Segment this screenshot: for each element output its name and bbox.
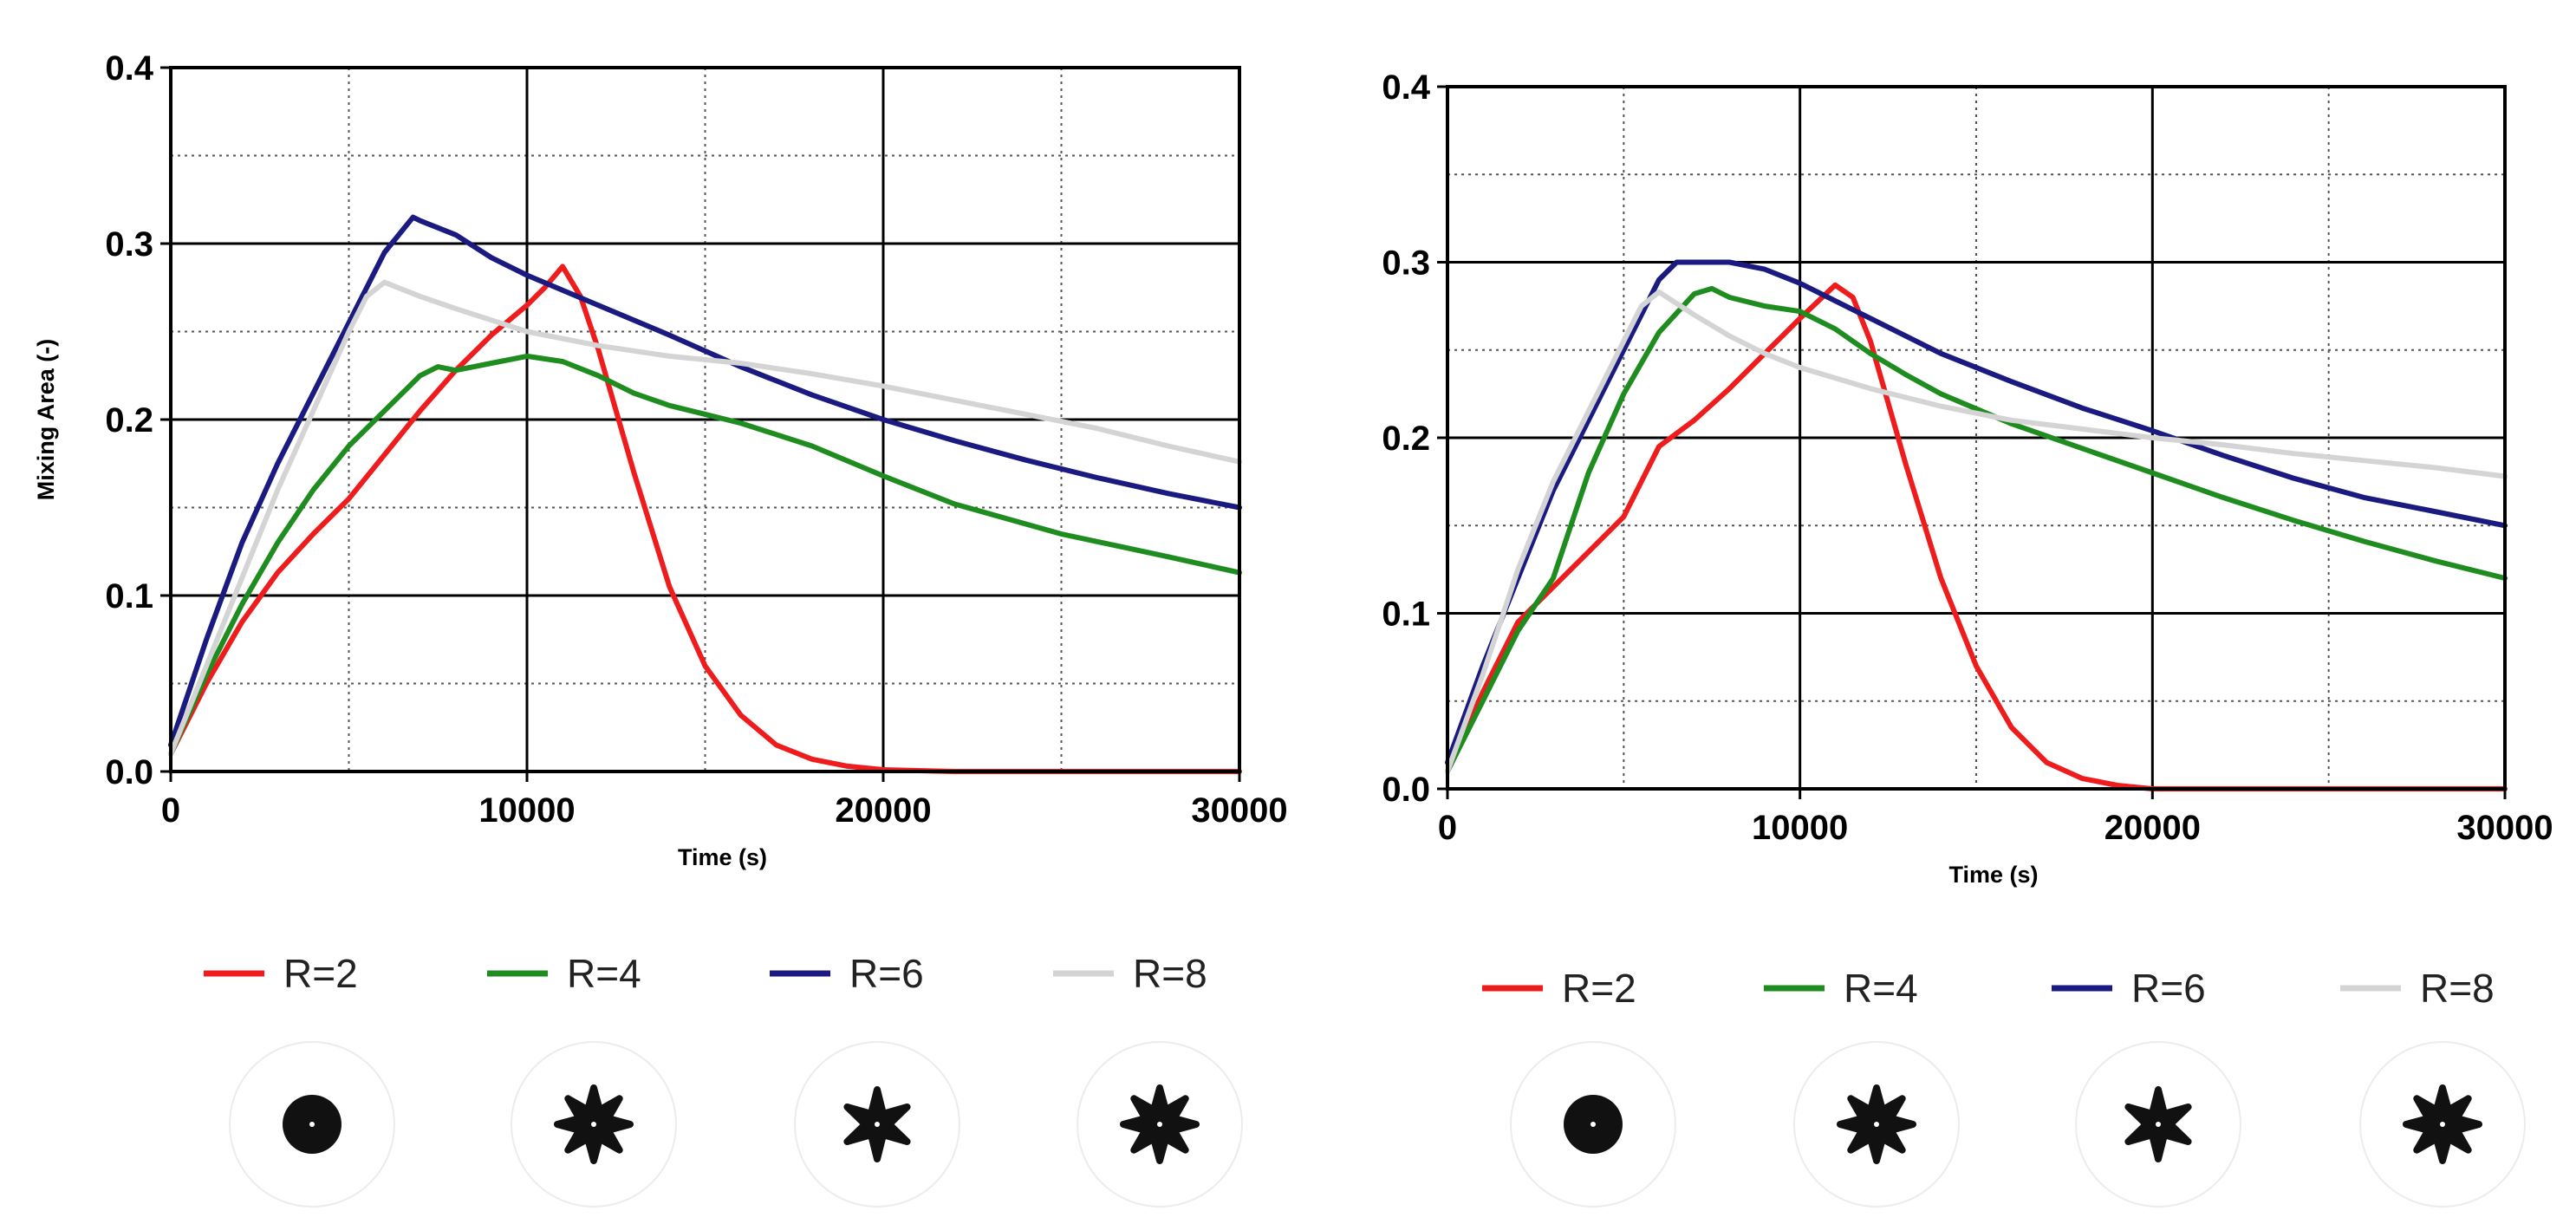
y-tick-label: 0.3: [105, 225, 153, 264]
y-tick-label: 0.3: [1382, 244, 1430, 283]
y-tick-label: 0.4: [105, 49, 153, 88]
series-line-R=6: [168, 214, 1242, 748]
series-line-R=6: [1445, 259, 2508, 765]
x-tick-label: 10000: [1752, 809, 1848, 847]
y-tick-label: 0.4: [1382, 68, 1430, 107]
x-tick-label: 30000: [2456, 809, 2553, 847]
shape-center-dot: [2440, 1122, 2445, 1127]
series-line-R=8: [1445, 289, 2508, 774]
y-tick-label: 0.0: [105, 753, 153, 791]
shape-center-dot: [875, 1122, 880, 1127]
shape-center-dot: [1874, 1122, 1879, 1127]
series-line-R=4: [168, 353, 1242, 757]
shape-icons-left: [229, 1041, 1243, 1208]
y-tick-label: 0.0: [1382, 771, 1430, 809]
x-tick-label: 0: [1438, 809, 1457, 847]
x-axis-title: Time (s): [1948, 862, 2038, 888]
shape-outline: [2359, 1041, 2526, 1208]
shape-outline: [1510, 1041, 1676, 1208]
legend-label: R=6: [849, 951, 924, 996]
legend-label: R=6: [2131, 966, 2206, 1011]
x-tick-label: 20000: [835, 791, 931, 830]
y-tick-label: 0.2: [105, 401, 153, 439]
shape-outline: [1793, 1041, 1960, 1208]
chart-panel-left: 0 10000 20000 30000 0.0 0.1 0.2 0.3 0.4 Time (s) M…: [33, 49, 1288, 870]
shape-center-dot: [591, 1122, 596, 1127]
x-tick-label: 20000: [2104, 809, 2201, 847]
legend-label: R=4: [1844, 966, 1918, 1011]
shape-center-dot: [2156, 1122, 2161, 1127]
legend-label: R=8: [1133, 951, 1207, 996]
x-tick-label: 10000: [478, 791, 575, 830]
legend-left: R=2 R=4 R=6 R=8: [204, 951, 1207, 996]
shape-outline: [2075, 1041, 2241, 1208]
y-tick-label: 0.2: [1382, 420, 1430, 458]
legend-right: R=2 R=4 R=6 R=8: [1482, 966, 2495, 1011]
legend-label: R=4: [567, 951, 641, 996]
shape-outline: [511, 1041, 677, 1208]
shape-outline: [794, 1041, 960, 1208]
series-line-R=4: [1445, 285, 2508, 774]
series-line-R=2: [168, 264, 1242, 774]
shape-outline: [1077, 1041, 1243, 1208]
shape-center-dot: [1157, 1122, 1162, 1127]
x-tick-label: 30000: [1191, 791, 1287, 830]
shape-icons-right: [1510, 1041, 2526, 1208]
series-line-R=2: [1445, 282, 2508, 791]
chart-panel-right: 0 10000 20000 30000 0.0 0.1 0.2 0.3 0.4 Time (s): [1382, 68, 2553, 888]
series-line-R=8: [168, 279, 1242, 757]
shape-center-dot: [1590, 1122, 1596, 1127]
x-axis-title: Time (s): [678, 844, 767, 870]
x-tick-label: 0: [161, 791, 180, 830]
shape-outline: [229, 1041, 395, 1208]
y-axis-title: Mixing Area (-): [33, 339, 59, 501]
legend-label: R=8: [2420, 966, 2495, 1011]
y-tick-label: 0.1: [1382, 596, 1430, 634]
y-tick-label: 0.1: [105, 577, 153, 615]
legend-label: R=2: [283, 951, 358, 996]
shape-center-dot: [309, 1122, 315, 1127]
legend-label: R=2: [1562, 966, 1636, 1011]
